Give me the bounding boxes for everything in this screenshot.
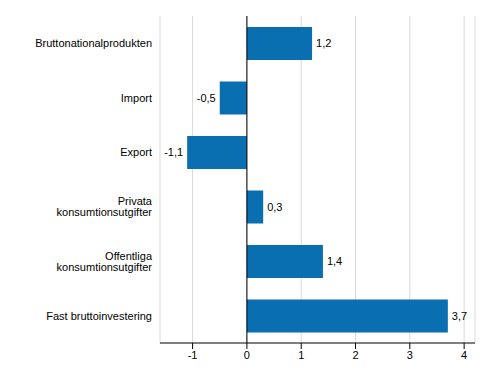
svg-text:Export: Export (120, 146, 152, 158)
svg-text:0: 0 (244, 349, 250, 361)
svg-text:0,3: 0,3 (267, 201, 282, 213)
svg-text:4: 4 (461, 349, 467, 361)
svg-text:Import: Import (121, 92, 152, 104)
svg-text:3: 3 (407, 349, 413, 361)
svg-text:Fast bruttoinvestering: Fast bruttoinvestering (46, 310, 152, 322)
svg-text:Offentligakonsumtionsutgifter: Offentligakonsumtionsutgifter (57, 250, 153, 273)
svg-text:Privatakonsumtionsutgifter: Privatakonsumtionsutgifter (57, 195, 153, 218)
svg-text:3,7: 3,7 (452, 310, 467, 322)
svg-text:2: 2 (352, 349, 358, 361)
svg-text:1,2: 1,2 (316, 37, 331, 49)
svg-text:-1,1: -1,1 (164, 146, 183, 158)
svg-text:-1: -1 (188, 349, 198, 361)
svg-text:1: 1 (298, 349, 304, 361)
svg-text:1,4: 1,4 (327, 255, 342, 267)
svg-text:Bruttonationalprodukten: Bruttonationalprodukten (35, 37, 152, 49)
svg-text:-0,5: -0,5 (197, 92, 216, 104)
